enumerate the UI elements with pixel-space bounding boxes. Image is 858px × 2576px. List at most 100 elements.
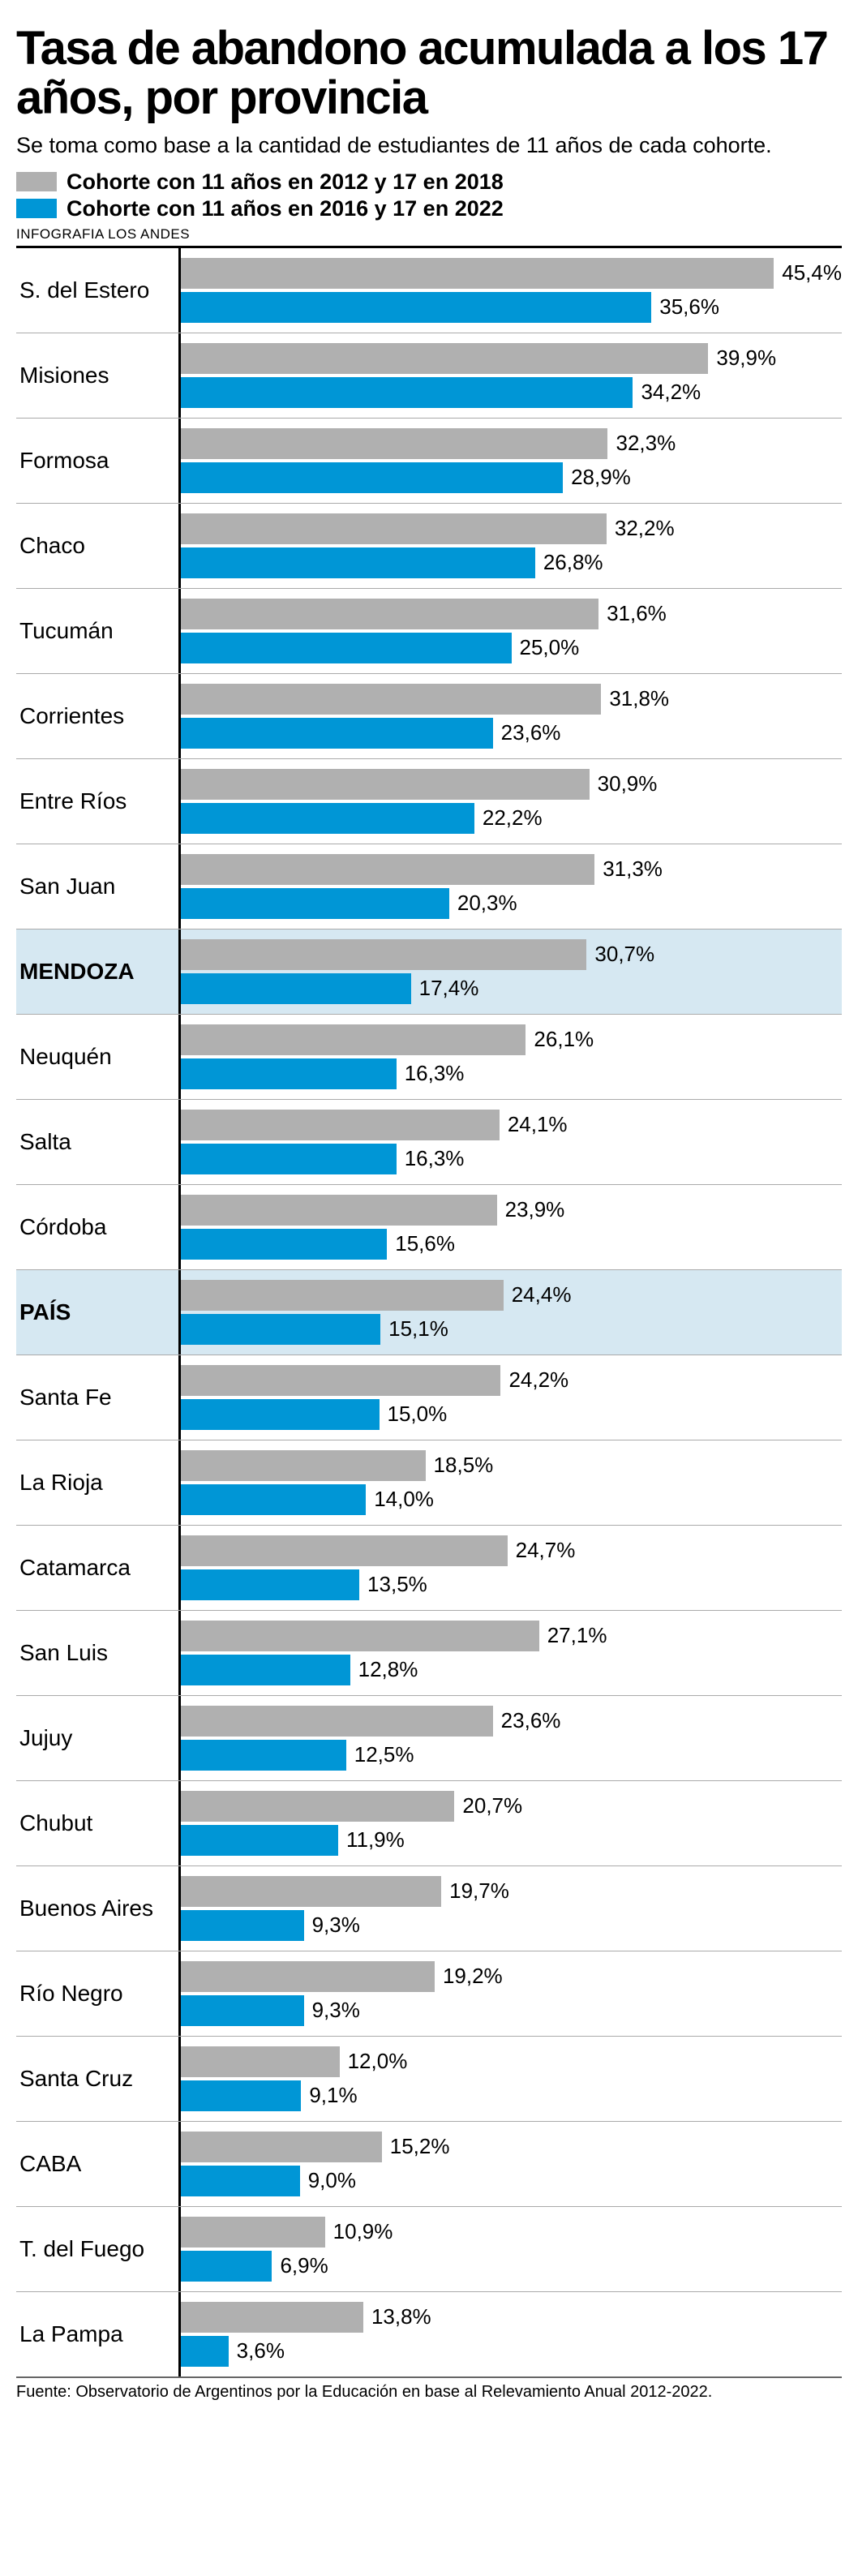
bars-cell: 12,0% 9,1% (178, 2037, 842, 2121)
series1-bar (181, 1280, 504, 1311)
series1-bar (181, 1110, 500, 1140)
series1-bar-wrap: 31,8% (181, 684, 842, 715)
province-label: Buenos Aires (16, 1866, 178, 1951)
series2-bar (181, 2336, 229, 2367)
bars-cell: 24,7%13,5% (178, 1526, 842, 1610)
series2-bar-wrap: 17,4% (181, 973, 842, 1004)
series1-bar-value: 19,2% (443, 1964, 503, 1989)
series1-bar-value: 18,5% (434, 1453, 494, 1478)
series2-bar (181, 292, 651, 323)
province-label: Santa Cruz (16, 2037, 178, 2121)
series2-bar (181, 1484, 366, 1515)
series2-bar-wrap: 15,0% (181, 1399, 842, 1430)
table-row: Río Negro 19,2% 9,3% (16, 1951, 842, 2037)
table-row: T. del Fuego10,9%6,9% (16, 2207, 842, 2292)
province-label: Tucumán (16, 589, 178, 673)
chart-title: Tasa de abandono acumulada a los 17 años… (16, 24, 842, 123)
series1-bar-wrap: 30,9% (181, 769, 842, 800)
bars-cell: 24,1% 16,3% (178, 1100, 842, 1184)
bars-cell: 32,2%26,8% (178, 504, 842, 588)
series2-bar (181, 973, 411, 1004)
bars-cell: 19,2% 9,3% (178, 1951, 842, 2036)
series2-bar-wrap: 14,0% (181, 1484, 842, 1515)
series1-bar-wrap: 45,4% (181, 258, 842, 289)
bars-cell: 45,4%35,6% (178, 248, 842, 333)
series1-bar (181, 1876, 441, 1907)
series1-bar (181, 1024, 526, 1055)
bars-cell: 30,9% 22,2% (178, 759, 842, 844)
series1-bar-value: 24,1% (508, 1112, 568, 1137)
series1-bar (181, 854, 594, 885)
table-row: MENDOZA30,7%17,4% (16, 930, 842, 1015)
bars-cell: 39,9%34,2% (178, 333, 842, 418)
series2-bar (181, 803, 474, 834)
province-label: Chaco (16, 504, 178, 588)
series2-bar-wrap: 13,5% (181, 1569, 842, 1600)
series1-bar-value: 20,7% (462, 1793, 522, 1818)
series2-bar (181, 633, 512, 663)
series1-bar-wrap: 19,7% (181, 1876, 842, 1907)
bar-chart: S. del Estero45,4%35,6%Misiones39,9%34,2… (16, 246, 842, 2378)
table-row: Jujuy23,6%12,5% (16, 1696, 842, 1781)
province-label: Salta (16, 1100, 178, 1184)
series2-bar (181, 1740, 346, 1771)
series1-bar (181, 1450, 426, 1481)
series2-bar-wrap: 16,3% (181, 1144, 842, 1174)
series2-bar-wrap: 9,3% (181, 1995, 842, 2026)
series2-bar-value: 16,3% (405, 1146, 465, 1171)
series2-bar-value: 28,9% (571, 465, 631, 490)
province-label: Río Negro (16, 1951, 178, 2036)
series2-bar (181, 547, 535, 578)
series2-bar (181, 718, 493, 749)
series1-bar (181, 1961, 435, 1992)
series1-bar-value: 23,6% (501, 1708, 561, 1733)
infographic-credit: INFOGRAFIA LOS ANDES (16, 226, 842, 243)
series2-bar-value: 16,3% (405, 1061, 465, 1086)
series1-bar (181, 1791, 454, 1822)
series1-bar-wrap: 24,4% (181, 1280, 842, 1311)
series1-bar-wrap: 31,3% (181, 854, 842, 885)
series2-bar (181, 888, 449, 919)
series1-bar-value: 27,1% (547, 1623, 607, 1648)
series2-bar (181, 2080, 301, 2111)
series1-bar-value: 26,1% (534, 1027, 594, 1052)
series2-bar-value: 9,1% (309, 2083, 357, 2108)
table-row: Santa Fe24,2%15,0% (16, 1355, 842, 1440)
series1-bar-value: 31,3% (603, 857, 663, 882)
series2-bar (181, 2166, 300, 2196)
series1-bar-wrap: 12,0% (181, 2046, 842, 2077)
series2-bar-value: 11,9% (346, 1827, 405, 1853)
series2-bar-value: 22,2% (483, 805, 543, 831)
table-row: CABA 15,2% 9,0% (16, 2122, 842, 2207)
bars-cell: 10,9%6,9% (178, 2207, 842, 2291)
series1-bar (181, 1365, 500, 1396)
table-row: Chaco32,2%26,8% (16, 504, 842, 589)
series1-bar (181, 1621, 539, 1651)
province-label: CABA (16, 2122, 178, 2206)
series2-bar-value: 13,5% (367, 1572, 427, 1597)
province-label: La Rioja (16, 1440, 178, 1525)
bars-cell: 31,6%25,0% (178, 589, 842, 673)
table-row: Misiones39,9%34,2% (16, 333, 842, 419)
source-text: Fuente: Observatorio de Argentinos por l… (16, 2383, 842, 2402)
series2-bar-value: 9,3% (312, 1998, 360, 2023)
province-label: Jujuy (16, 1696, 178, 1780)
series1-bar-wrap: 10,9% (181, 2217, 842, 2248)
bars-cell: 27,1%12,8% (178, 1611, 842, 1695)
series2-bar-wrap: 9,0% (181, 2166, 842, 2196)
province-label: Entre Ríos (16, 759, 178, 844)
series2-bar-value: 6,9% (280, 2253, 328, 2278)
legend-swatch-1 (16, 172, 57, 191)
province-label: Córdoba (16, 1185, 178, 1269)
bars-cell: 20,7% 11,9% (178, 1781, 842, 1865)
series1-bar (181, 1535, 508, 1566)
series1-bar-value: 15,2% (390, 2134, 450, 2159)
series1-bar-wrap: 31,6% (181, 599, 842, 629)
bars-cell: 13,8%3,6% (178, 2292, 842, 2376)
series1-bar-value: 10,9% (333, 2219, 393, 2244)
series2-bar-value: 20,3% (457, 891, 517, 916)
province-label: PAÍS (16, 1270, 178, 1355)
series2-bar (181, 1995, 304, 2026)
series1-bar-wrap: 27,1% (181, 1621, 842, 1651)
series1-bar (181, 1706, 493, 1737)
